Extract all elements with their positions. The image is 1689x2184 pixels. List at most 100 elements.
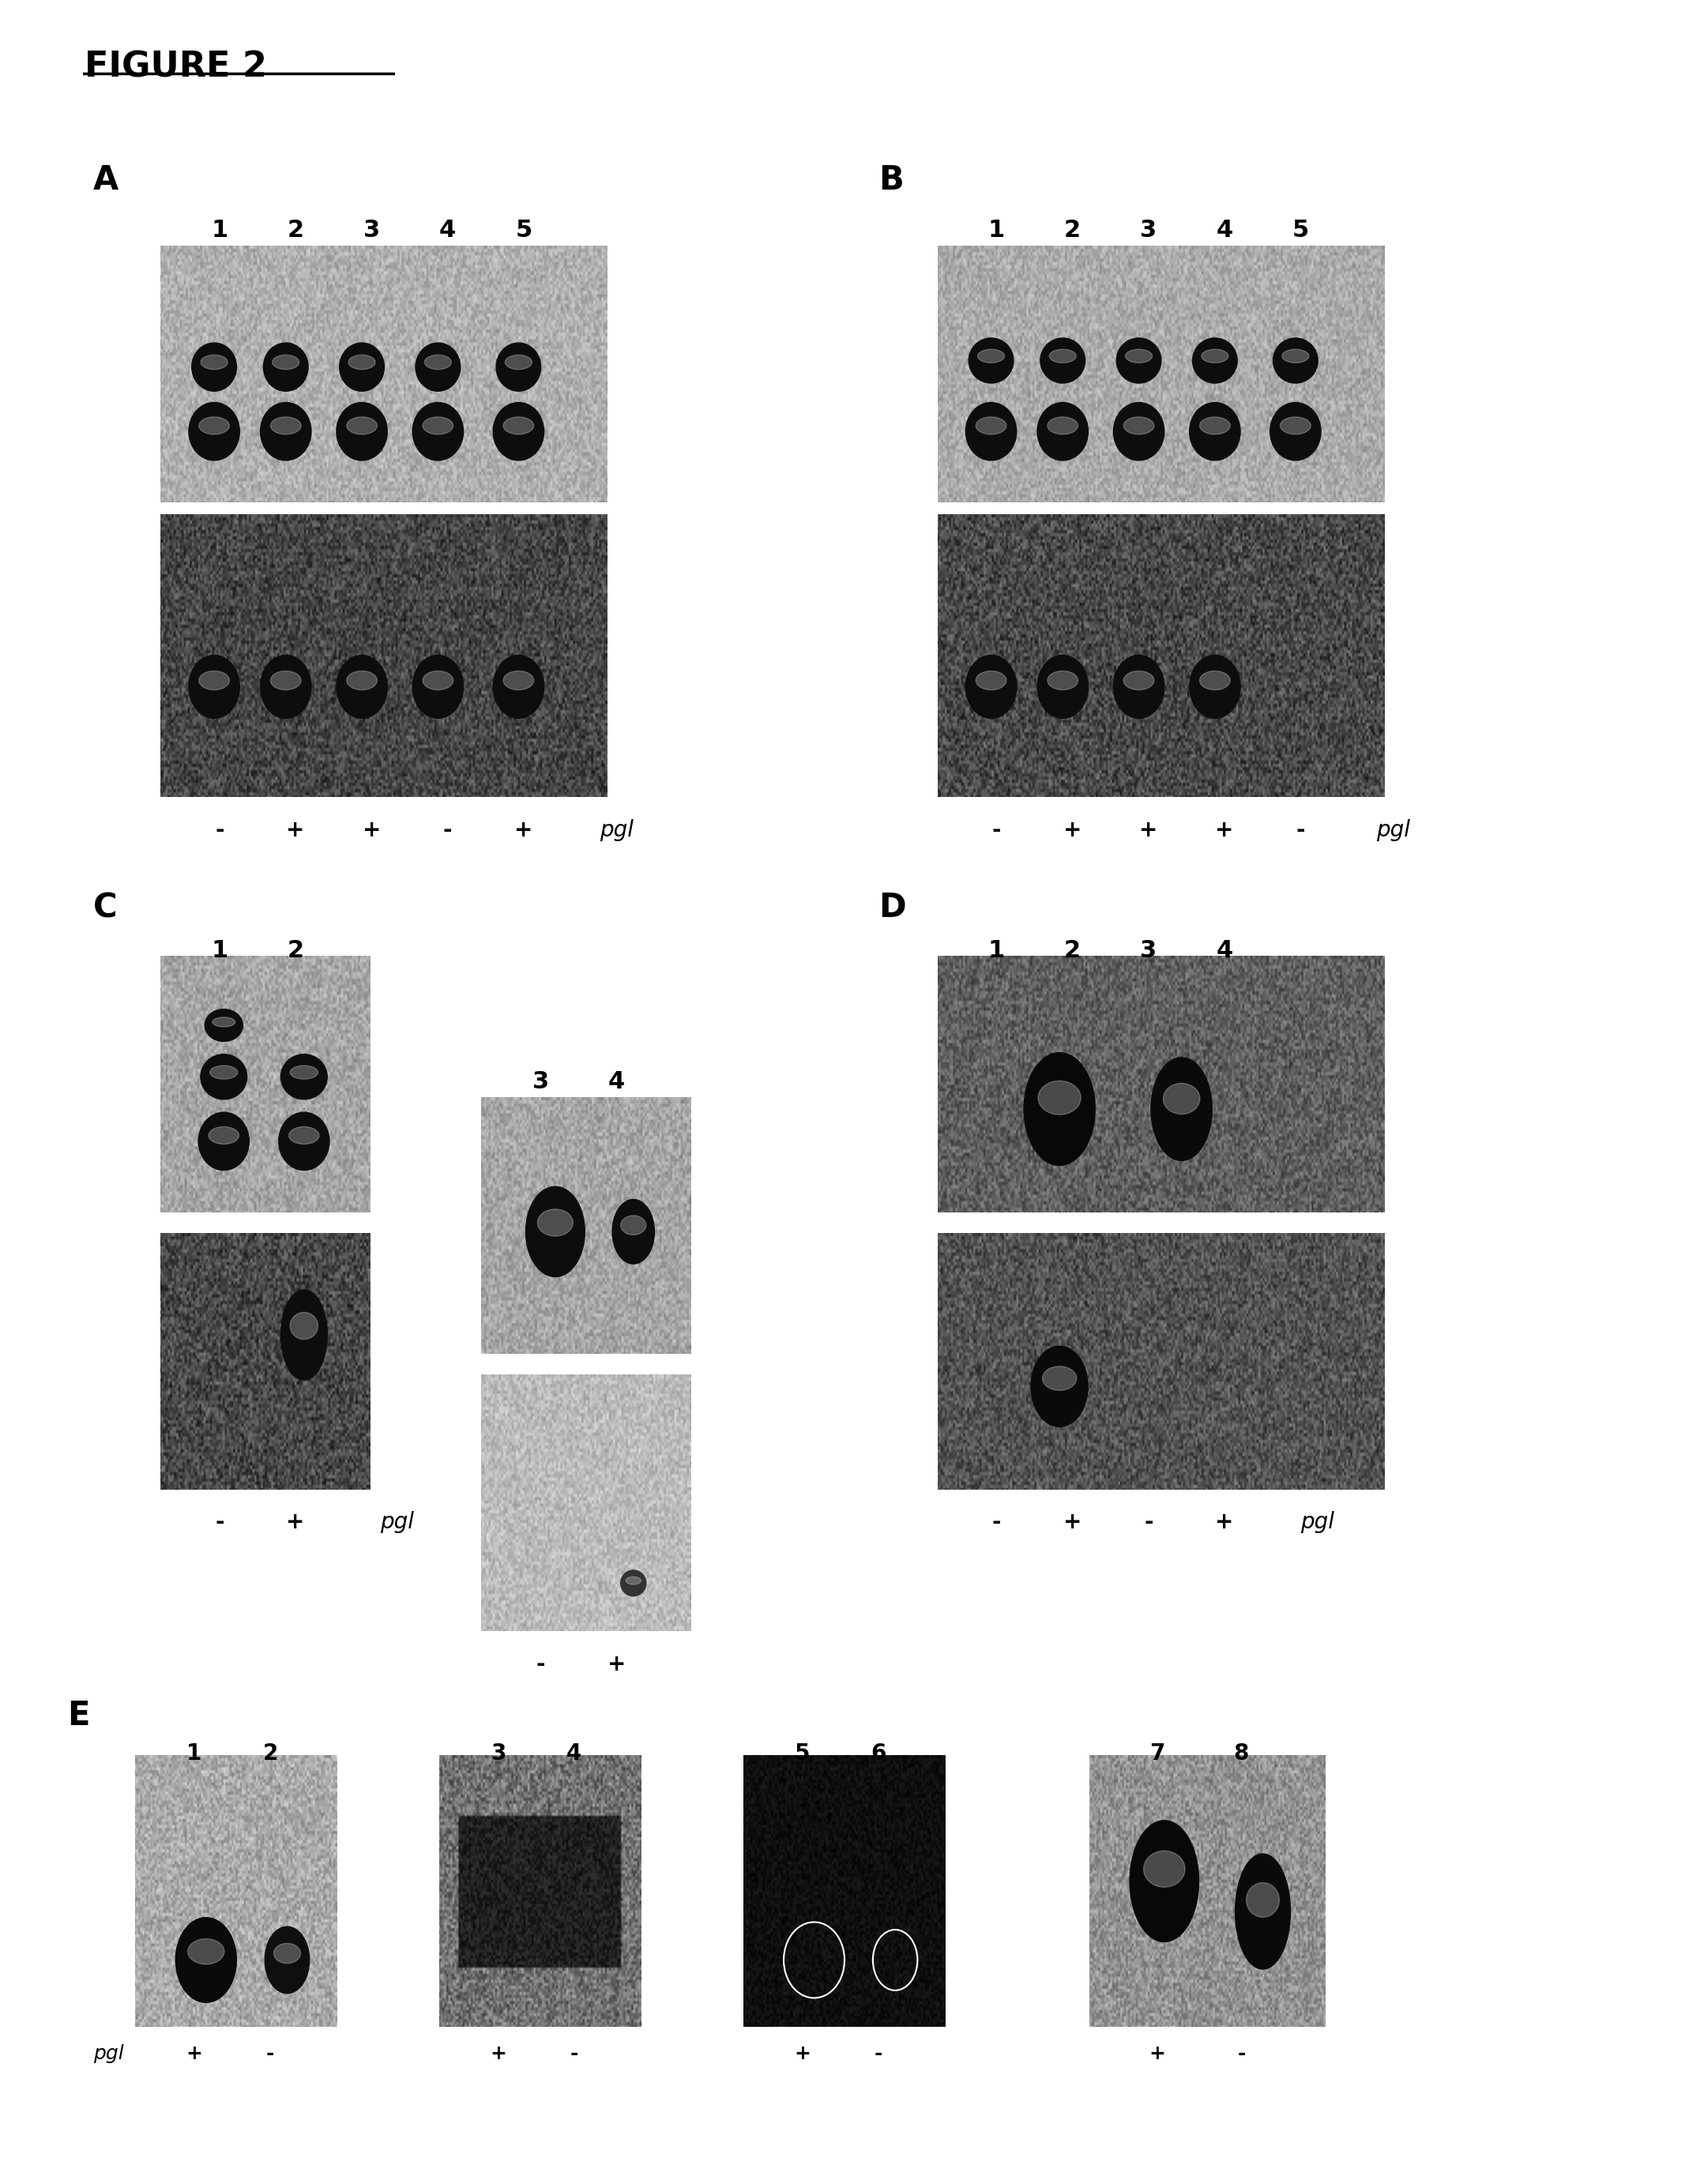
Text: 2: 2: [262, 1743, 279, 1765]
Ellipse shape: [209, 1127, 240, 1144]
Ellipse shape: [204, 1009, 243, 1042]
Ellipse shape: [625, 1577, 640, 1583]
Text: pgl: pgl: [1377, 819, 1410, 841]
Ellipse shape: [346, 417, 377, 435]
Ellipse shape: [1280, 417, 1311, 435]
Text: +: +: [287, 819, 304, 841]
Ellipse shape: [280, 1291, 328, 1380]
Ellipse shape: [493, 402, 544, 461]
Ellipse shape: [1047, 417, 1078, 435]
Ellipse shape: [176, 1918, 236, 2003]
Ellipse shape: [503, 670, 534, 690]
Text: 3: 3: [363, 218, 380, 240]
Text: +: +: [1216, 1511, 1233, 1533]
Text: +: +: [1216, 819, 1233, 841]
Ellipse shape: [1049, 349, 1076, 363]
Ellipse shape: [1201, 349, 1228, 363]
Ellipse shape: [1042, 1367, 1076, 1391]
Ellipse shape: [1116, 339, 1162, 382]
Text: A: A: [93, 164, 118, 197]
Text: 2: 2: [287, 939, 304, 961]
Ellipse shape: [213, 1018, 235, 1026]
Text: B: B: [878, 164, 904, 197]
Text: -: -: [991, 819, 1002, 841]
Ellipse shape: [966, 402, 1017, 461]
Ellipse shape: [265, 1926, 309, 1994]
Ellipse shape: [1123, 670, 1154, 690]
Ellipse shape: [1130, 1821, 1199, 1942]
Text: 1: 1: [211, 939, 228, 961]
Text: 1: 1: [988, 218, 1005, 240]
Text: 6: 6: [870, 1743, 887, 1765]
Ellipse shape: [1040, 339, 1084, 382]
Ellipse shape: [412, 402, 463, 461]
Ellipse shape: [537, 1210, 573, 1236]
Ellipse shape: [291, 1066, 318, 1079]
Text: pgl: pgl: [380, 1511, 414, 1533]
Ellipse shape: [622, 1570, 645, 1597]
Ellipse shape: [1282, 349, 1309, 363]
Ellipse shape: [336, 402, 387, 461]
Ellipse shape: [209, 1066, 238, 1079]
Text: 7: 7: [1149, 1743, 1165, 1765]
Ellipse shape: [274, 1944, 301, 1963]
Ellipse shape: [279, 1112, 329, 1171]
Ellipse shape: [199, 417, 230, 435]
Ellipse shape: [260, 655, 311, 719]
Text: pgl: pgl: [600, 819, 633, 841]
Ellipse shape: [1113, 655, 1164, 719]
Ellipse shape: [280, 1055, 328, 1099]
Text: -: -: [1238, 2044, 1245, 2064]
Text: 3: 3: [490, 1743, 507, 1765]
Ellipse shape: [201, 356, 228, 369]
Ellipse shape: [1039, 1081, 1081, 1114]
Text: +: +: [515, 819, 532, 841]
Text: FIGURE 2: FIGURE 2: [84, 50, 267, 85]
Ellipse shape: [424, 356, 451, 369]
Ellipse shape: [1189, 402, 1240, 461]
Ellipse shape: [422, 670, 453, 690]
Text: -: -: [443, 819, 453, 841]
Text: +: +: [1149, 2044, 1165, 2064]
Text: 5: 5: [1292, 218, 1309, 240]
Text: 5: 5: [794, 1743, 811, 1765]
Text: +: +: [363, 819, 380, 841]
Text: 5: 5: [515, 218, 532, 240]
Ellipse shape: [189, 402, 240, 461]
Text: -: -: [215, 1511, 225, 1533]
Text: 1: 1: [988, 939, 1005, 961]
Text: pgl: pgl: [93, 2044, 123, 2064]
Ellipse shape: [193, 343, 236, 391]
Text: -: -: [215, 819, 225, 841]
Text: 2: 2: [1064, 939, 1081, 961]
Ellipse shape: [1030, 1345, 1088, 1426]
Ellipse shape: [1113, 402, 1164, 461]
Ellipse shape: [412, 655, 463, 719]
Ellipse shape: [1189, 655, 1240, 719]
Ellipse shape: [976, 670, 1007, 690]
Ellipse shape: [1047, 670, 1078, 690]
Text: +: +: [794, 2044, 811, 2064]
Ellipse shape: [1235, 1854, 1290, 1970]
Ellipse shape: [339, 343, 385, 391]
Ellipse shape: [966, 655, 1017, 719]
Text: 3: 3: [1140, 218, 1157, 240]
Text: -: -: [875, 2044, 882, 2064]
Ellipse shape: [1246, 1883, 1279, 1918]
Ellipse shape: [201, 1055, 247, 1099]
Ellipse shape: [1199, 417, 1230, 435]
Ellipse shape: [336, 655, 387, 719]
Ellipse shape: [611, 1199, 654, 1265]
Text: -: -: [991, 1511, 1002, 1533]
Ellipse shape: [346, 670, 377, 690]
Ellipse shape: [291, 1313, 318, 1339]
Ellipse shape: [1037, 402, 1088, 461]
Ellipse shape: [1274, 339, 1317, 382]
Ellipse shape: [978, 349, 1005, 363]
Ellipse shape: [1164, 1083, 1199, 1114]
Text: 2: 2: [287, 218, 304, 240]
Ellipse shape: [497, 343, 540, 391]
Ellipse shape: [348, 356, 375, 369]
Text: 8: 8: [1233, 1743, 1250, 1765]
Ellipse shape: [1270, 402, 1321, 461]
